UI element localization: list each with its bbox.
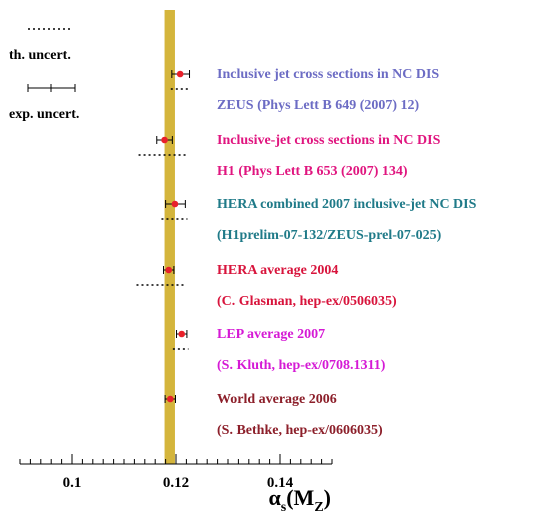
measurement-row: HERA combined 2007 inclusive-jet NC DIS (… xyxy=(161,197,477,243)
x-axis: 0.1 0.12 0.14 xyxy=(19,454,333,491)
data-point xyxy=(161,136,168,144)
measurement-title: HERA average 2004 xyxy=(217,263,338,278)
measurement-reference: H1 (Phys Lett B 653 (2007) 134) xyxy=(217,164,408,179)
legend-exp-errorbar xyxy=(27,84,76,92)
data-point xyxy=(178,330,186,338)
legend: th. uncert. exp. uncert. xyxy=(9,28,79,122)
measurement-reference: (S. Bethke, hep-ex/0606035) xyxy=(217,423,383,438)
x-axis-title-part: (M xyxy=(286,485,314,510)
x-tick-label: 0.12 xyxy=(163,475,189,491)
x-tick-label: 0.14 xyxy=(267,475,294,491)
x-axis-title-part: ) xyxy=(324,485,331,510)
data-point xyxy=(171,200,179,208)
data-point xyxy=(166,395,174,403)
measurement-title: Inclusive jet cross sections in NC DIS xyxy=(217,67,439,82)
x-axis-title-subscript: s xyxy=(281,500,287,515)
measurement-row: World average 2006 (S. Bethke, hep-ex/060… xyxy=(164,392,383,438)
x-tick-label: 0.1 xyxy=(63,475,82,491)
measurement-reference: (S. Kluth, hep-ex/0708.1311) xyxy=(217,358,386,373)
measurement-title: Inclusive-jet cross sections in NC DIS xyxy=(217,133,441,148)
measurement-reference: ZEUS (Phys Lett B 649 (2007) 12) xyxy=(217,98,420,113)
theory-band xyxy=(164,10,175,464)
measurement-title: World average 2006 xyxy=(217,392,337,407)
measurement-row: Inclusive-jet cross sections in NC DIS H1… xyxy=(138,133,441,179)
x-axis-title: αs(MZ) xyxy=(269,485,332,515)
x-axis-title-part: α xyxy=(269,485,282,510)
legend-th-label: th. uncert. xyxy=(9,48,71,63)
measurement-reference: (H1prelim-07-132/ZEUS-prel-07-025) xyxy=(217,228,442,243)
measurement-row: Inclusive jet cross sections in NC DIS ZE… xyxy=(170,67,439,113)
data-point xyxy=(176,70,184,78)
measurement-row: LEP average 2007 (S. Kluth, hep-ex/0708.1… xyxy=(172,327,386,373)
data-point xyxy=(165,266,173,274)
measurement-reference: (C. Glasman, hep-ex/0506035) xyxy=(217,294,397,309)
measurements: Inclusive jet cross sections in NC DIS ZE… xyxy=(136,67,477,438)
measurement-title: HERA combined 2007 inclusive-jet NC DIS xyxy=(217,197,477,212)
x-axis-title-subscript: Z xyxy=(314,500,323,515)
measurement-title: LEP average 2007 xyxy=(217,327,325,342)
legend-exp-label: exp. uncert. xyxy=(9,107,79,122)
measurement-row: HERA average 2004 (C. Glasman, hep-ex/050… xyxy=(136,263,397,309)
